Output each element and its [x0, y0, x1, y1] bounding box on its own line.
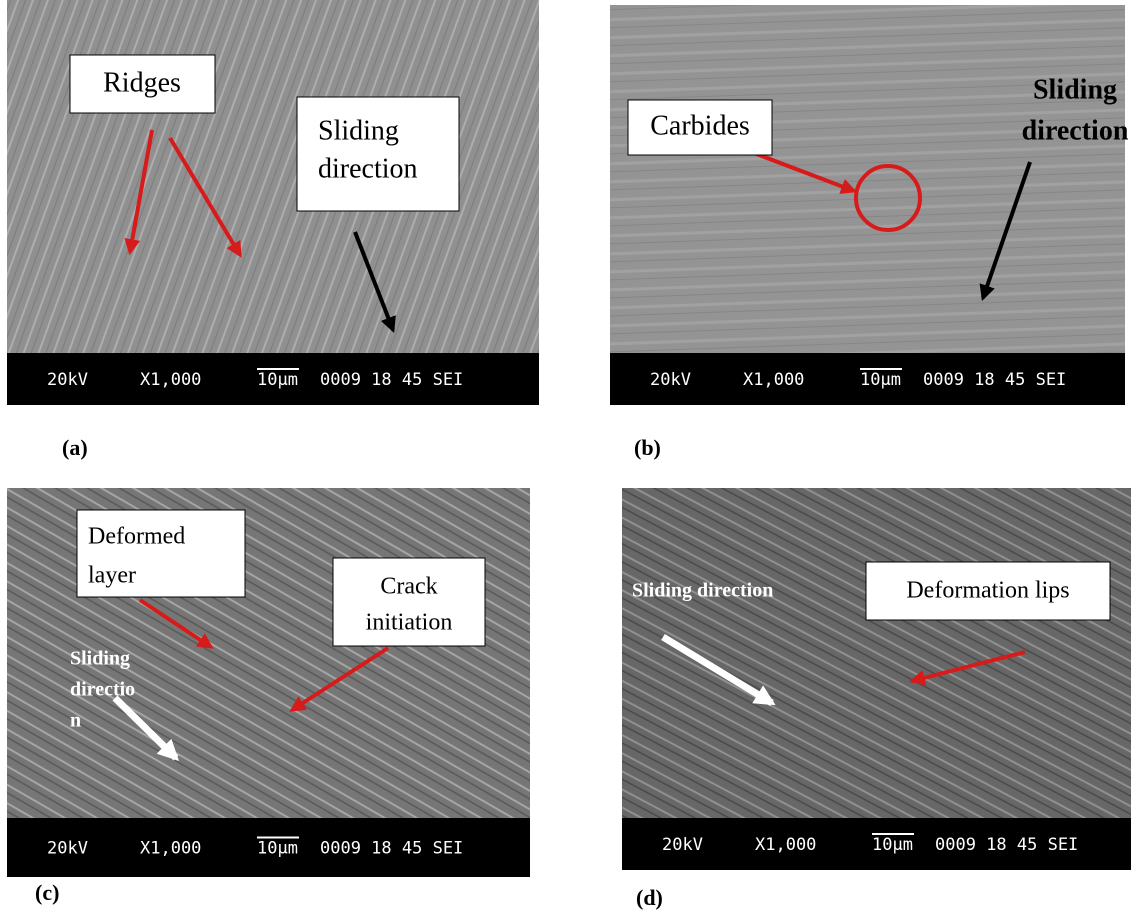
image-shade — [610, 5, 1125, 353]
magnification: X1,000 — [743, 370, 804, 390]
annotation-text: n — [70, 710, 81, 732]
image-shade — [622, 488, 1131, 818]
panel-label: (d) — [636, 885, 663, 910]
voltage: 20kV — [650, 370, 691, 390]
info: 0009 18 45 SEI — [320, 370, 463, 390]
scale: 10µm — [860, 370, 901, 390]
page: {"panels": [ {"label": "(a)", "annotatio… — [0, 0, 1131, 923]
panel: 20kV X1,000 10µm 0009 18 45 SEI Sliding dire… — [622, 488, 1131, 910]
info: 0009 18 45 SEI — [320, 839, 463, 859]
scale: 10µm — [257, 839, 298, 859]
info: 0009 18 45 SEI — [935, 835, 1078, 855]
panel-label: (b) — [634, 435, 661, 460]
annotation-text: Deformation lips — [906, 578, 1069, 604]
magnification: X1,000 — [140, 839, 201, 859]
annotation-text: layer — [88, 563, 136, 589]
annotation-text: direction — [1022, 115, 1129, 146]
scale: 10µm — [257, 370, 298, 390]
annotation-text: Sliding — [70, 648, 130, 670]
voltage: 20kV — [662, 835, 703, 855]
voltage: 20kV — [47, 370, 88, 390]
info: 0009 18 45 SEI — [923, 370, 1066, 390]
annotation-text: Sliding — [318, 115, 399, 146]
scale: 10µm — [872, 835, 913, 855]
annotation-text: Crack — [380, 574, 437, 600]
annotation-text: direction — [318, 153, 418, 184]
annotation-text: Sliding — [1033, 74, 1117, 105]
figure: 20kV X1,000 10µm 0009 18 45 SEI Ridges Slidin… — [0, 0, 1131, 923]
panel: 20kV X1,000 10µm 0009 18 45 SEI Ridges Slidin… — [7, 0, 539, 460]
magnification: X1,000 — [140, 370, 201, 390]
annotation-text: initiation — [366, 610, 453, 636]
panel-label: (a) — [62, 435, 88, 460]
magnification: X1,000 — [755, 835, 816, 855]
voltage: 20kV — [47, 839, 88, 859]
annotation-text: directio — [70, 679, 135, 701]
annotation-text: Carbides — [650, 110, 750, 141]
annotation-text: Ridges — [103, 67, 181, 98]
panel: 20kV X1,000 10µm 0009 18 45 SEI Deformed laye… — [7, 488, 530, 905]
annotation-text: Sliding direction — [632, 580, 773, 602]
panel-label: (c) — [35, 880, 59, 905]
panel: 20kV X1,000 10µm 0009 18 45 SEI Carbides Slid… — [610, 5, 1129, 460]
annotation-text: Deformed — [88, 524, 185, 550]
